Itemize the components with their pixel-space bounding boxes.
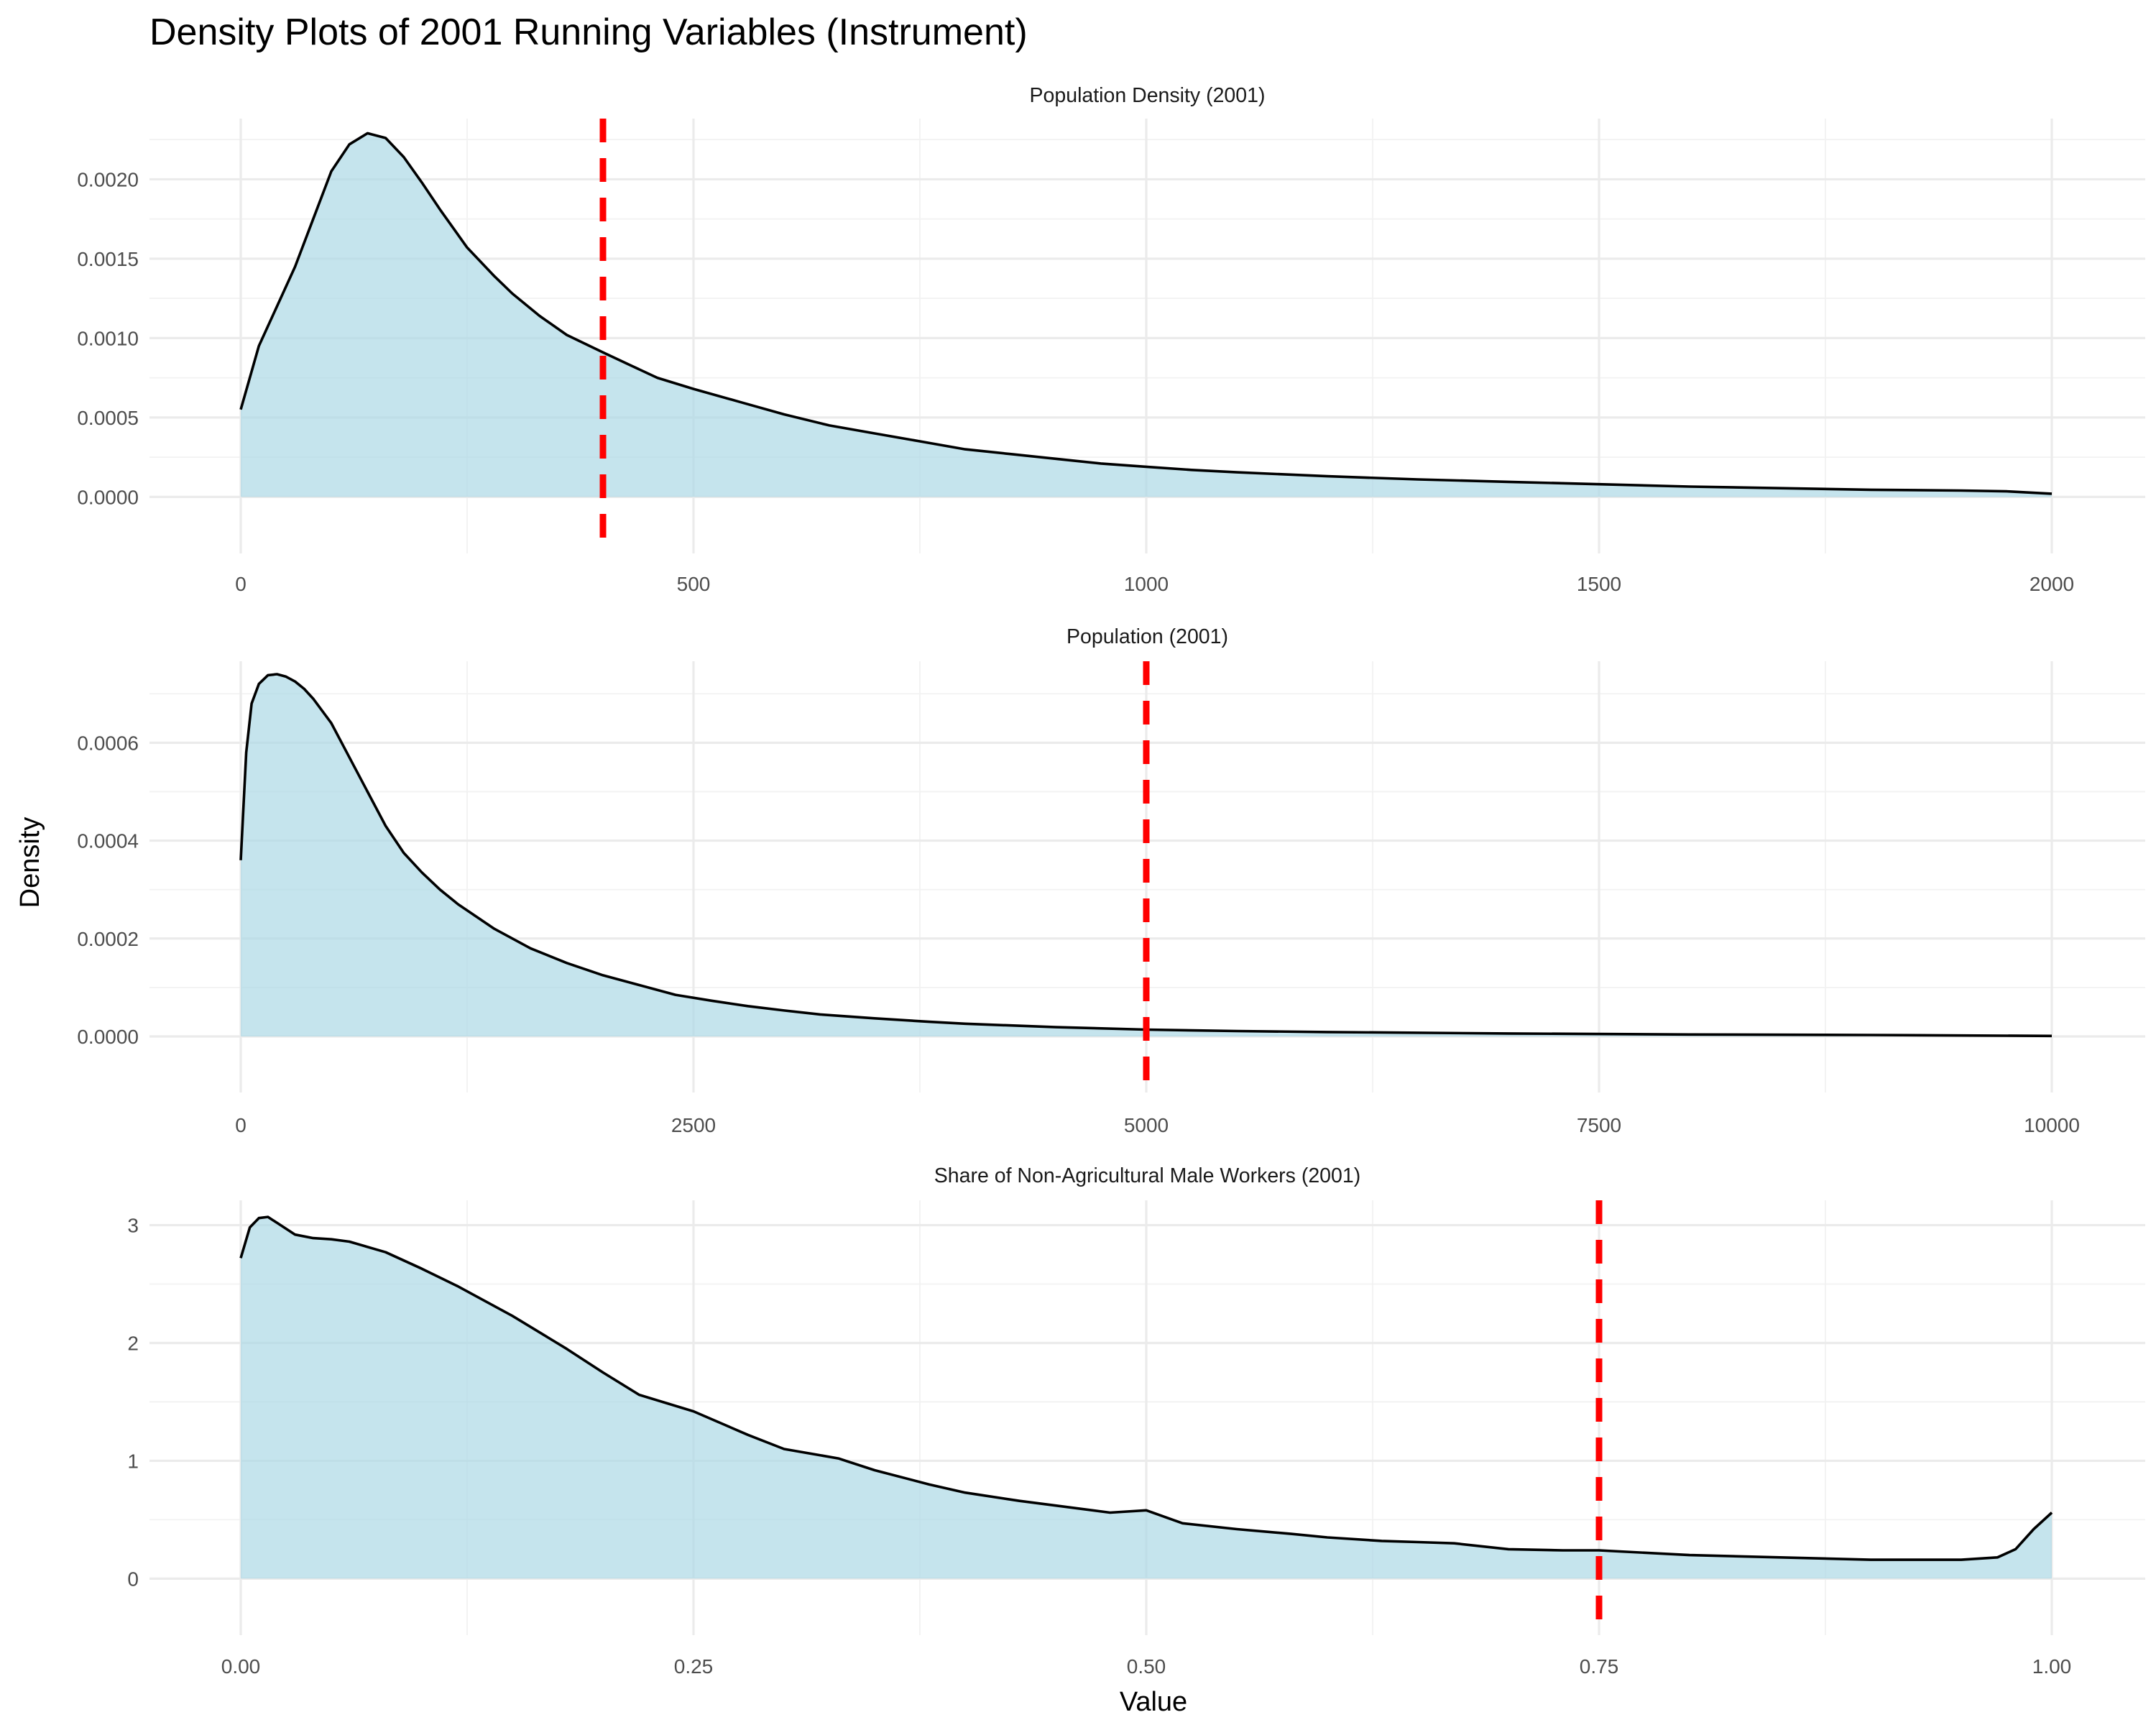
- y-tick-label: 0.0000: [77, 1026, 139, 1048]
- panel-1: Population Density (2001) 0 500 1000 1500 200…: [77, 84, 2145, 595]
- y-tick-label: 0.0000: [77, 486, 139, 508]
- x-tick-label: 1500: [1577, 573, 1621, 595]
- density-area: [241, 133, 2052, 497]
- density-area: [241, 674, 2052, 1036]
- y-tick-label: 0.0010: [77, 327, 139, 349]
- x-tick-label: 10000: [2024, 1114, 2080, 1136]
- x-tick-label: 7500: [1577, 1114, 1621, 1136]
- x-tick-label: 0: [235, 1114, 247, 1136]
- x-tick-label: 2500: [671, 1114, 716, 1136]
- panel-title: Population (2001): [1067, 625, 1228, 648]
- x-tick-label: 0: [235, 573, 247, 595]
- y-axis-label: Density: [15, 817, 45, 908]
- x-axis-label: Value: [1120, 1687, 1187, 1717]
- density-curve: [239, 673, 2053, 1038]
- y-tick-label: 1: [127, 1450, 139, 1472]
- panel-2: Population (2001) 0 2500 5000 7500 10000 0.000…: [77, 625, 2145, 1136]
- density-area: [241, 1217, 2052, 1579]
- y-tick-label: 0.0005: [77, 407, 139, 429]
- panel-title: Population Density (2001): [1030, 84, 1266, 107]
- x-tick-label: 0.25: [674, 1655, 714, 1678]
- x-tick-label: 1.00: [2032, 1655, 2072, 1678]
- y-tick-label: 0.0015: [77, 248, 139, 270]
- y-tick-label: 0.0006: [77, 732, 139, 754]
- x-tick-label: 0.75: [1580, 1655, 1619, 1678]
- y-tick-label: 0.0004: [77, 830, 139, 852]
- y-tick-label: 0.0002: [77, 928, 139, 950]
- chart-title: Density Plots of 2001 Running Variables …: [149, 12, 1028, 53]
- y-tick-label: 0: [127, 1568, 139, 1590]
- panel-3: Share of Non-Agricultural Male Workers (…: [127, 1164, 2145, 1678]
- x-tick-label: 500: [677, 573, 711, 595]
- y-tick-label: 0.0020: [77, 168, 139, 190]
- x-tick-label: 5000: [1124, 1114, 1169, 1136]
- panels: Population Density (2001)0 500 1000 1500 200…: [77, 84, 2145, 1678]
- y-tick-label: 2: [127, 1332, 139, 1354]
- x-tick-label: 1000: [1124, 573, 1169, 595]
- density-curve: [239, 1215, 2053, 1561]
- x-tick-label: 0.50: [1127, 1655, 1166, 1678]
- density-curve: [239, 132, 2053, 495]
- x-tick-label: 2000: [2030, 573, 2074, 595]
- panel-title: Share of Non-Agricultural Male Workers (…: [934, 1164, 1360, 1187]
- y-tick-label: 3: [127, 1215, 139, 1237]
- x-tick-label: 0.00: [221, 1655, 261, 1678]
